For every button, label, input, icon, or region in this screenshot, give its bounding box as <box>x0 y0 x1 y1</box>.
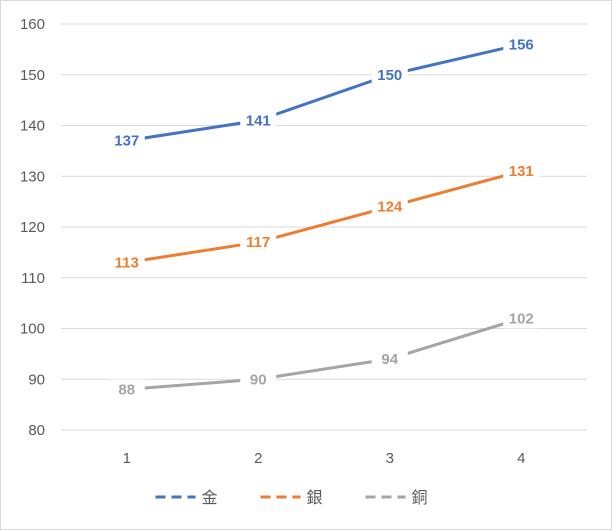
series-line-0 <box>125 42 523 143</box>
data-label-bg <box>371 196 408 217</box>
data-label-bg <box>503 308 540 329</box>
y-tick-label: 110 <box>21 270 45 287</box>
x-tick-label: 4 <box>517 450 525 467</box>
data-label-bg <box>240 232 277 253</box>
data-label: 117 <box>246 234 270 251</box>
x-axis: 1 2 3 4 <box>123 450 526 467</box>
gridlines <box>61 23 587 431</box>
legend-label: 銀 <box>307 488 323 507</box>
data-label: 131 <box>509 163 534 180</box>
data-label-bg <box>108 379 145 400</box>
legend-label: 金 <box>202 488 218 507</box>
data-label-bg <box>108 252 145 273</box>
data-label: 102 <box>509 310 534 327</box>
legend-label: 銅 <box>412 488 428 507</box>
data-label-bg <box>503 34 540 55</box>
y-axis: 80 90 100 110 120 130 140 150 160 <box>20 16 45 439</box>
data-label: 90 <box>250 371 267 388</box>
y-tick-label: 90 <box>28 371 45 388</box>
data-label: 88 <box>118 381 135 398</box>
x-tick-label: 1 <box>123 450 131 467</box>
y-tick-label: 130 <box>20 168 45 185</box>
data-label-bg <box>240 110 277 131</box>
data-label: 156 <box>509 36 534 53</box>
data-label: 94 <box>381 351 398 368</box>
series-line-1 <box>125 169 523 265</box>
data-label: 124 <box>377 199 403 216</box>
data-label: 113 <box>115 255 139 272</box>
y-tick-label: 80 <box>28 422 45 439</box>
series-line-2 <box>125 316 523 391</box>
data-labels: 137 141 150 156 113 117 124 131 88 90 94 102 <box>108 34 540 400</box>
legend: 金銀銅 <box>155 488 428 507</box>
data-label-bg <box>240 369 277 390</box>
y-tick-label: 100 <box>20 321 45 338</box>
y-tick-label: 120 <box>20 219 45 236</box>
y-tick-label: 140 <box>20 118 45 135</box>
data-label: 137 <box>114 133 139 150</box>
data-label: 150 <box>377 67 402 84</box>
x-tick-label: 2 <box>254 450 262 467</box>
x-tick-label: 3 <box>386 450 394 467</box>
data-label-bg <box>503 161 540 182</box>
data-label-bg <box>108 130 145 151</box>
series-lines <box>125 42 523 391</box>
y-tick-label: 150 <box>20 67 45 84</box>
data-label: 141 <box>246 112 271 129</box>
data-label-bg <box>371 64 408 85</box>
data-label-bg <box>371 348 408 369</box>
y-tick-label: 160 <box>20 16 45 33</box>
